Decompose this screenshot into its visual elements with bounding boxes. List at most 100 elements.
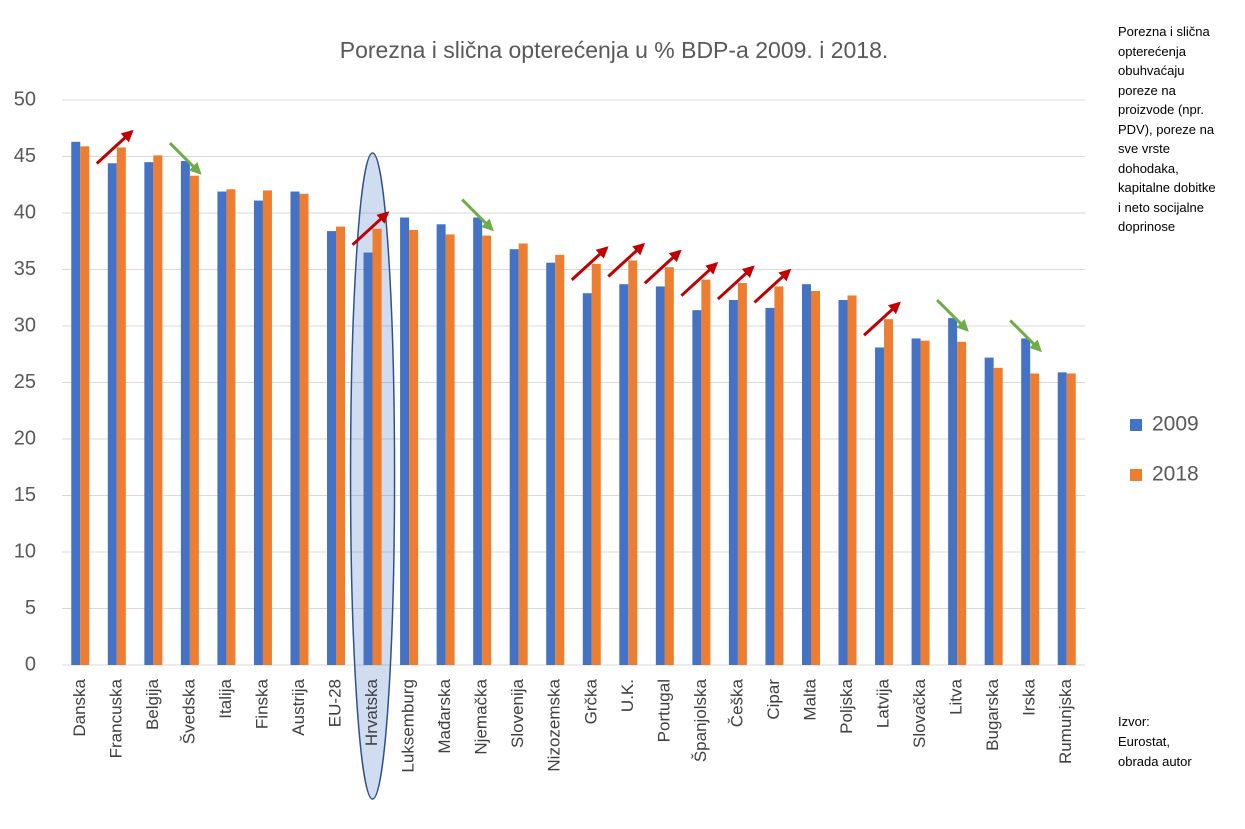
bar (71, 141, 81, 665)
x-tick-label: EU-28 (326, 679, 345, 727)
bar (180, 161, 190, 665)
bar (445, 234, 455, 665)
bar (875, 347, 885, 665)
x-tick-label: Češka (727, 678, 746, 727)
legend-label: 2018 (1152, 463, 1199, 486)
x-tick-label: Belgija (143, 678, 162, 730)
bar (884, 319, 894, 665)
bar (80, 146, 90, 665)
bar (189, 175, 199, 665)
bar (372, 228, 382, 665)
x-tick-label: Danska (70, 678, 89, 736)
y-tick-label: 0 (25, 653, 36, 675)
y-tick-label: 15 (14, 484, 36, 506)
bar (619, 284, 629, 665)
bar (518, 243, 528, 665)
chart-title: Porezna i slična opterećenja u % BDP-a 2… (340, 37, 889, 63)
bar (482, 235, 492, 665)
x-tick-label: Cipar (764, 679, 783, 720)
trend-arrow (351, 211, 390, 246)
bar (774, 286, 784, 665)
bar (810, 290, 820, 665)
bar (1066, 373, 1076, 665)
bar (655, 286, 665, 665)
x-tick-label: U.K. (618, 679, 637, 712)
bar (400, 217, 410, 665)
trend-arrow (607, 242, 646, 278)
x-tick-label: Luksemburg (399, 679, 418, 773)
x-tick-label: Latvija (874, 678, 893, 728)
x-tick-label: Nizozemska (545, 678, 564, 771)
bar (911, 338, 921, 665)
x-tick-label: Portugal (654, 679, 673, 742)
bar (436, 224, 446, 666)
bar (628, 260, 638, 665)
x-tick-label: Irska (1020, 678, 1039, 715)
bar (1021, 338, 1031, 665)
bar (262, 190, 272, 665)
trend-arrow (1009, 319, 1042, 353)
bar (116, 147, 126, 665)
bar (737, 283, 747, 665)
x-tick-label: Španjolska (691, 678, 710, 762)
trend-arrow (95, 129, 134, 165)
bar (591, 263, 601, 665)
y-tick-label: 10 (14, 540, 36, 562)
x-tick-label: Slovenija (508, 678, 527, 748)
x-tick-label: Poljska (837, 678, 856, 733)
bar (664, 267, 674, 665)
trend-arrow (753, 268, 792, 304)
bar (253, 200, 263, 665)
x-tick-label: Mađarska (435, 678, 454, 753)
x-tick-label: Bugarska (983, 678, 1002, 750)
bar (728, 300, 738, 665)
bar (692, 310, 702, 665)
y-tick-label: 25 (14, 371, 36, 393)
bar (299, 193, 309, 666)
bar (546, 262, 556, 665)
bar (847, 295, 857, 665)
y-tick-label: 35 (14, 258, 36, 280)
bar (765, 307, 775, 665)
y-tick-label: 20 (14, 427, 36, 449)
x-tick-label: Austrija (289, 678, 308, 735)
y-tick-label: 5 (25, 597, 36, 619)
source: Izvor: Eurostat, obrada autor (1118, 714, 1192, 769)
bar (920, 340, 930, 665)
y-tick-label: 30 (14, 314, 36, 336)
trend-arrow (570, 246, 609, 281)
y-tick-label: 45 (14, 145, 36, 167)
trend-arrow (643, 249, 682, 285)
trend-arrow (936, 299, 969, 332)
bar (948, 318, 958, 665)
x-tick-label: Francuska (106, 678, 125, 758)
trend-arrow (461, 198, 494, 232)
bar (153, 155, 163, 665)
bar (555, 254, 565, 665)
bar (144, 162, 154, 665)
trend-arrow (863, 301, 901, 337)
bar (473, 217, 483, 665)
x-tick-label: Litva (947, 678, 966, 714)
bar (290, 191, 300, 665)
bar (409, 229, 419, 665)
x-tick-label: Njemačka (472, 678, 491, 754)
legend-swatch (1130, 469, 1142, 481)
bar (509, 249, 519, 665)
bar (217, 191, 227, 665)
y-tick-label: 40 (14, 201, 36, 223)
trend-arrow (716, 265, 755, 301)
legend-swatch (1130, 419, 1142, 431)
x-tick-label: Slovačka (910, 678, 929, 748)
x-tick-label: Malta (800, 678, 819, 720)
x-tick-label: Hrvatska (362, 678, 381, 746)
bar (582, 293, 592, 665)
y-tick-label: 50 (14, 88, 36, 110)
x-tick-label: Finska (252, 678, 271, 729)
bar (838, 300, 848, 665)
x-tick-label: Grčka (581, 678, 600, 724)
bar (993, 367, 1003, 665)
bar (1030, 373, 1040, 665)
